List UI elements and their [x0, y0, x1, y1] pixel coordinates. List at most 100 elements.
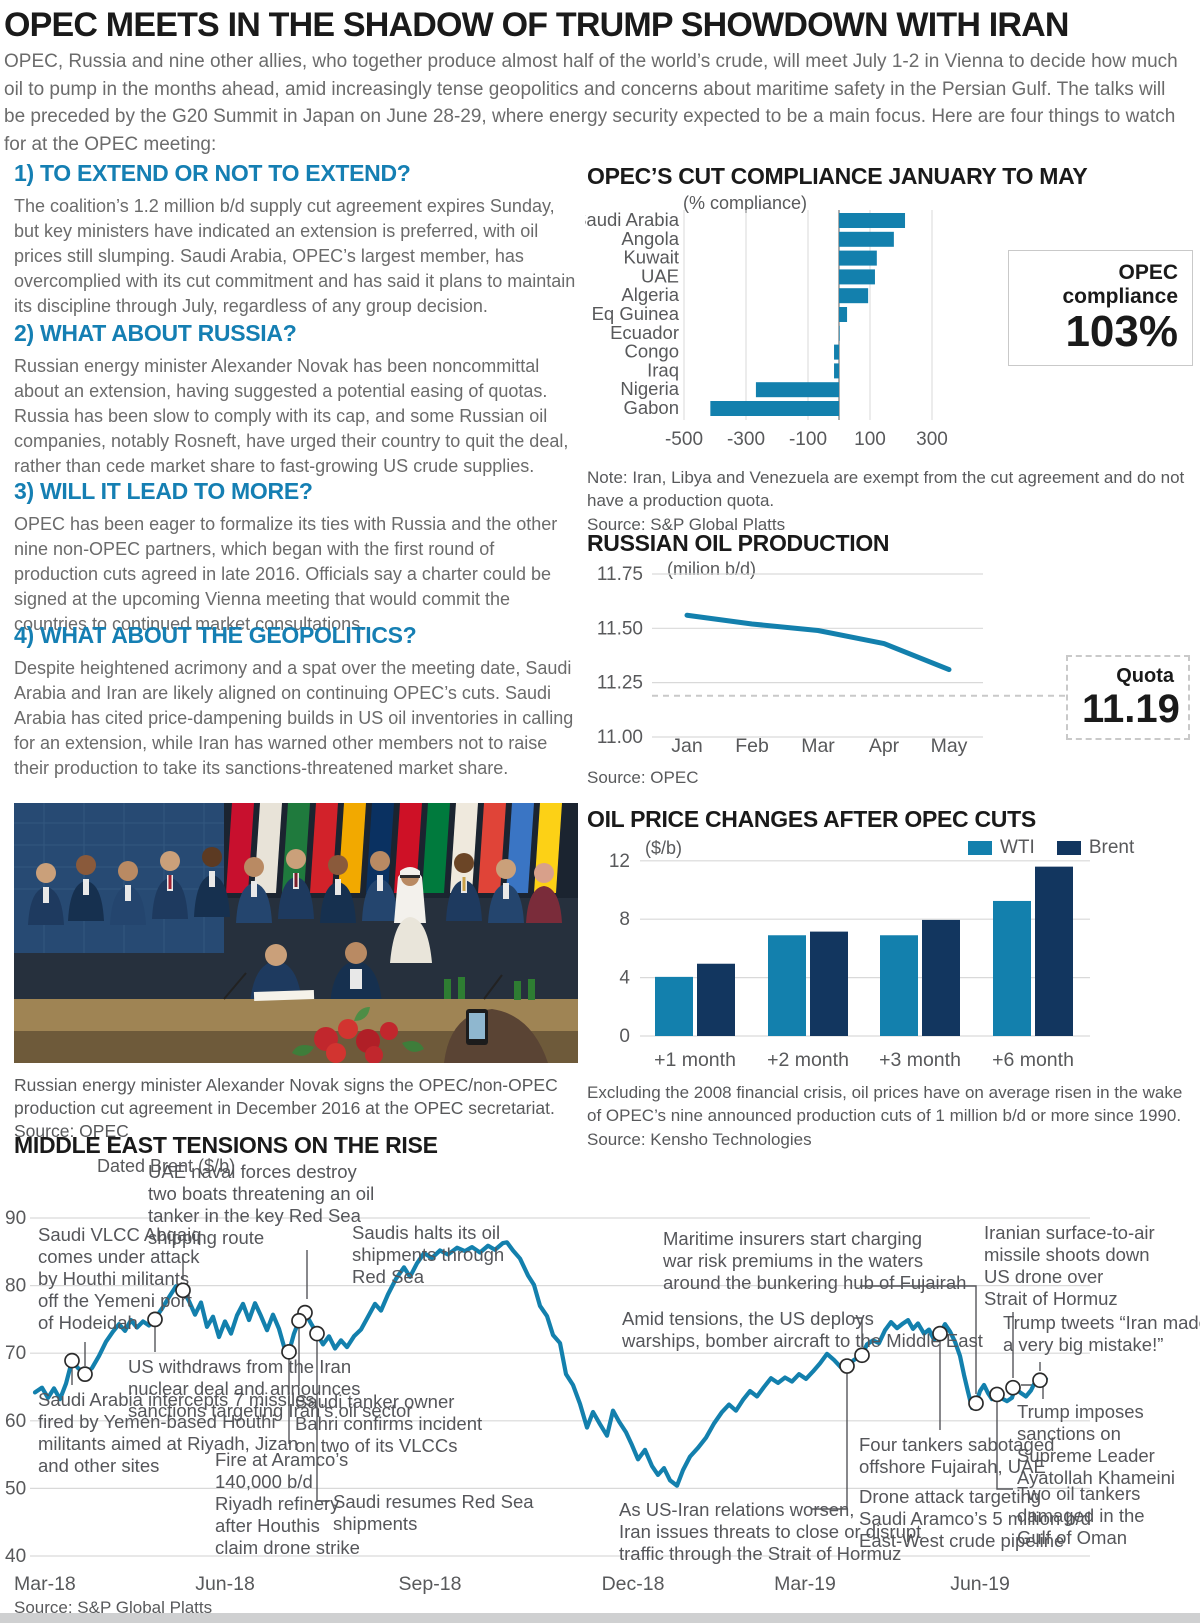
oilprice-caption: Excluding the 2008 financial crisis, oil… [587, 1083, 1183, 1125]
photo-opec-signing [14, 803, 578, 1064]
tensions-chart-title: MIDDLE EAST TENSIONS ON THE RISE [14, 1132, 438, 1158]
oilprice-legend: WTI Brent [968, 837, 1134, 859]
svg-text:Saudi Arabia: Saudi Arabia [585, 209, 680, 230]
svg-text:90: 90 [5, 1208, 26, 1229]
keffiyeh-figure [390, 867, 432, 963]
svg-text:11.50: 11.50 [597, 618, 643, 639]
svg-text:+6 month: +6 month [992, 1049, 1074, 1071]
section-2-body: Russian energy minister Alexander Novak … [14, 356, 569, 476]
svg-text:Algeria: Algeria [621, 284, 679, 305]
svg-text:-300: -300 [727, 429, 765, 450]
compliance-kpi-box: OPEC compliance 103% [1008, 250, 1193, 366]
svg-text:Angola: Angola [621, 228, 679, 249]
svg-text:11.00: 11.00 [597, 727, 643, 748]
oilprice-chart-title: OIL PRICE CHANGES AFTER OPEC CUTS [587, 806, 1036, 832]
svg-text:8: 8 [619, 909, 630, 930]
svg-text:+1 month: +1 month [654, 1049, 736, 1071]
compliance-source: Source: S&P Global Platts [587, 515, 786, 534]
russia-source: Source: OPEC [587, 768, 699, 787]
russia-line-chart: 11.75 11.50 11.25 11.00 Jan Feb Mar Apr May [597, 564, 1066, 757]
svg-text:Saudi Arabia intercepts 7 miss: Saudi Arabia intercepts 7 missiles fired … [38, 1389, 315, 1476]
svg-text:Feb: Feb [735, 735, 769, 757]
tensions-source: Source: S&P Global Platts [14, 1598, 213, 1617]
quota-label: Quota [1116, 665, 1174, 687]
compliance-kpi-value: 103% [1065, 307, 1178, 356]
svg-text:-100: -100 [789, 429, 827, 450]
svg-text:11.75: 11.75 [597, 564, 643, 585]
compliance-note: Note: Iran, Libya and Venezuela are exem… [587, 468, 1185, 510]
svg-text:Jan: Jan [671, 735, 702, 757]
svg-text:60: 60 [5, 1411, 26, 1432]
oilprice-chart-unit: ($/b) [645, 838, 683, 858]
svg-text:11.25: 11.25 [597, 673, 643, 694]
photo-caption: Russian energy minister Alexander Novak … [14, 1075, 558, 1118]
section-2-heading: 2) WHAT ABOUT RUSSIA? [14, 320, 297, 346]
svg-text:300: 300 [916, 429, 948, 450]
svg-text:Dec-18: Dec-18 [602, 1573, 665, 1595]
svg-text:Ecuador: Ecuador [610, 322, 679, 343]
photo-source: Source: OPEC [14, 1121, 129, 1141]
svg-text:70: 70 [5, 1343, 26, 1364]
compliance-bar-chart: -500 -300 -100 100 300 Saudi ArabiaAngolaKuwa… [585, 209, 948, 450]
svg-text:UAE: UAE [641, 265, 679, 286]
bottom-bar [0, 1613, 1200, 1623]
svg-text:0: 0 [619, 1026, 630, 1047]
svg-text:Gabon: Gabon [623, 397, 679, 418]
brent-legend-swatch [1056, 841, 1081, 855]
svg-text:Eq Guinea: Eq Guinea [592, 303, 680, 324]
compliance-chart-title: OPEC’S CUT COMPLIANCE JANUARY TO MAY [587, 163, 1088, 189]
section-4-body: Despite heightened acrimony and a spat o… [14, 658, 574, 778]
photographer [444, 1009, 548, 1063]
svg-text:40: 40 [5, 1546, 26, 1567]
svg-text:Apr: Apr [869, 735, 900, 757]
standing-people [28, 847, 562, 925]
desk-items [223, 972, 535, 1002]
photo-illustration [14, 803, 578, 1064]
svg-text:Iraq: Iraq [647, 359, 679, 380]
tensions-line-chart: 90 80 70 60 50 40 Mar-18 Jun-18 Sep-18 Dec-18 Mar-… [5, 1161, 1200, 1595]
compliance-chart-unit: (% compliance) [683, 193, 808, 213]
russia-chart-title: RUSSIAN OIL PRODUCTION [587, 530, 890, 556]
svg-text:4: 4 [619, 968, 630, 989]
page-title: OPEC MEETS IN THE SHADOW OF TRUMP SHOWDO… [4, 6, 1069, 44]
svg-text:-500: -500 [665, 429, 703, 450]
svg-text:Kuwait: Kuwait [623, 247, 679, 268]
svg-text:Jun-19: Jun-19 [950, 1573, 1010, 1595]
section-1-heading: 1) TO EXTEND OR NOT TO EXTEND? [14, 160, 411, 186]
compliance-kpi-label: OPEC compliance [1062, 261, 1178, 308]
section-3-body: OPEC has been eager to formalize its tie… [14, 514, 558, 634]
oilprice-bar-chart: 0 4 8 12 +1 month +2 month +3 month +6 month [609, 852, 1090, 1071]
svg-text:+2 month: +2 month [767, 1049, 849, 1071]
wti-legend-label: WTI [1000, 837, 1035, 858]
svg-text:+3 month: +3 month [879, 1049, 961, 1071]
brent-legend-label: Brent [1088, 837, 1135, 858]
flowers [292, 1007, 424, 1064]
quota-value: 11.19 [1082, 687, 1180, 731]
svg-text:Congo: Congo [624, 341, 679, 362]
section-1-body: The coalition’s 1.2 million b/d supply c… [14, 196, 576, 316]
section-3-heading: 3) WILL IT LEAD TO MORE? [14, 478, 313, 504]
svg-text:As US-Iran relations worsen,Ir: As US-Iran relations worsen, Iran issues … [619, 1499, 921, 1564]
quota-box: Quota 11.19 [1066, 655, 1190, 740]
intro-paragraph: OPEC, Russia and nine other allies, who … [4, 51, 1178, 155]
svg-text:80: 80 [5, 1276, 26, 1297]
svg-text:100: 100 [854, 429, 886, 450]
tensions-chart-unit: Dated Brent ($/b) [97, 1156, 236, 1176]
svg-text:50: 50 [5, 1478, 26, 1499]
section-4-heading: 4) WHAT ABOUT THE GEOPOLITICS? [14, 622, 417, 648]
svg-text:Mar-18: Mar-18 [14, 1573, 76, 1595]
